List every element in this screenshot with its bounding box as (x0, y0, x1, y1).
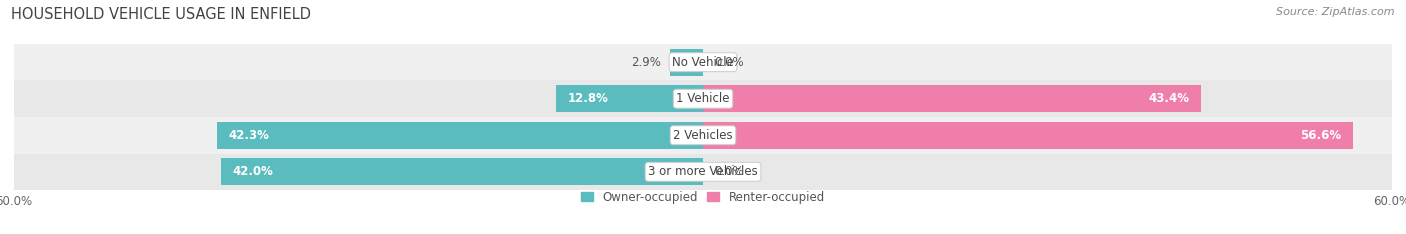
Text: 43.4%: 43.4% (1149, 92, 1189, 105)
Text: 0.0%: 0.0% (714, 56, 744, 69)
Text: HOUSEHOLD VEHICLE USAGE IN ENFIELD: HOUSEHOLD VEHICLE USAGE IN ENFIELD (11, 7, 311, 22)
Text: No Vehicle: No Vehicle (672, 56, 734, 69)
Text: 2.9%: 2.9% (631, 56, 661, 69)
Bar (555, 85, 703, 112)
Bar (218, 122, 703, 149)
Bar (669, 48, 703, 76)
Bar (703, 122, 1353, 149)
Text: Source: ZipAtlas.com: Source: ZipAtlas.com (1277, 7, 1395, 17)
Text: 12.8%: 12.8% (568, 92, 609, 105)
Bar (703, 85, 1201, 112)
Bar (14, 44, 1392, 80)
Text: 1 Vehicle: 1 Vehicle (676, 92, 730, 105)
Bar (221, 158, 703, 186)
Bar (14, 117, 1392, 154)
Text: 42.3%: 42.3% (229, 129, 270, 142)
Legend: Owner-occupied, Renter-occupied: Owner-occupied, Renter-occupied (581, 191, 825, 204)
Text: 3 or more Vehicles: 3 or more Vehicles (648, 165, 758, 178)
Bar (14, 154, 1392, 190)
Bar (14, 80, 1392, 117)
Text: 56.6%: 56.6% (1301, 129, 1341, 142)
Text: 2 Vehicles: 2 Vehicles (673, 129, 733, 142)
Text: 42.0%: 42.0% (232, 165, 273, 178)
Text: 0.0%: 0.0% (714, 165, 744, 178)
